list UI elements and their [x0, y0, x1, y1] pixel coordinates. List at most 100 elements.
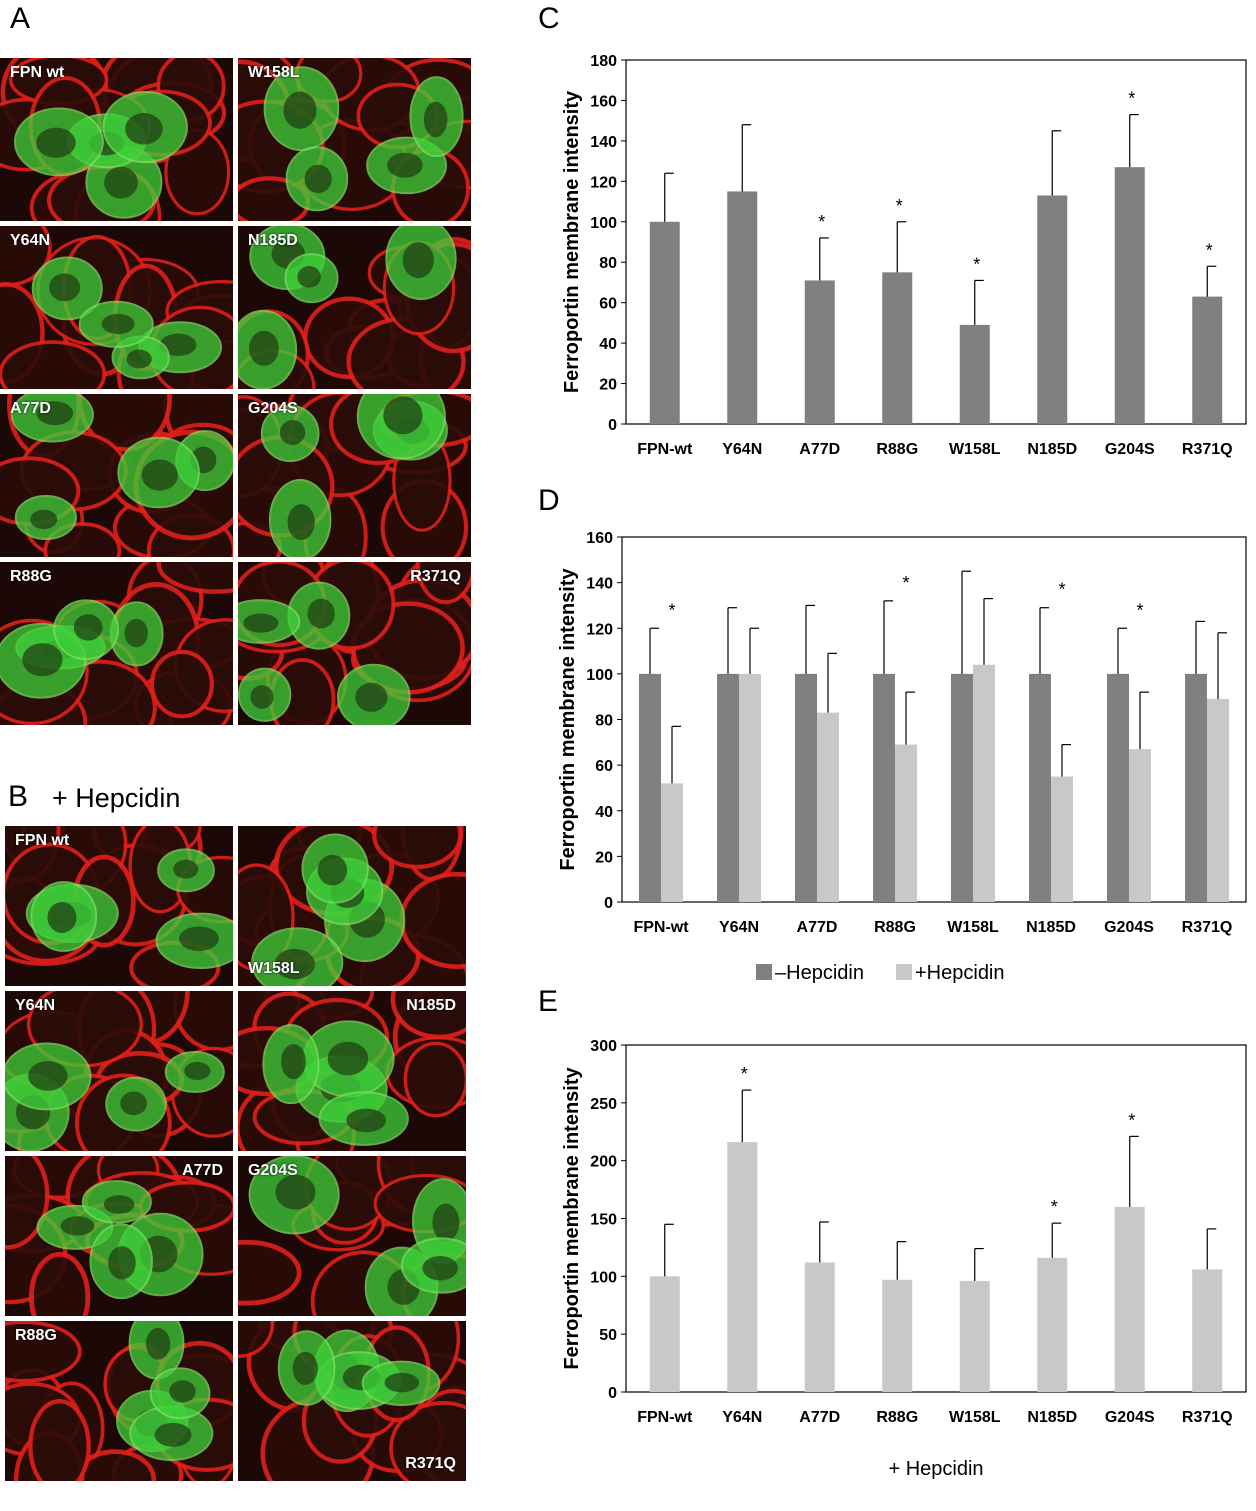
chart-d: 0 20 40 60 80 100 120 140 160 Ferroportin membran… — [530, 525, 1256, 995]
micrograph-image — [0, 562, 233, 725]
chart-svg: 0 20 40 60 80 100 120 140 160 Ferroportin membran… — [557, 530, 1247, 984]
y-tick-label: 120 — [586, 621, 613, 638]
x-tick-label: Y64N — [722, 1409, 762, 1426]
micrograph-image — [0, 226, 233, 389]
x-tick-label: A77D — [799, 441, 840, 458]
y-tick-label: 20 — [599, 377, 617, 394]
y-axis-label: Ferroportin membrane intensity — [561, 1066, 583, 1369]
micrograph-label: G204S — [248, 1162, 298, 1179]
significance-star: * — [973, 254, 980, 274]
bar-n185d-hepcidin — [1051, 776, 1073, 902]
y-tick-label: 100 — [590, 215, 617, 232]
bar-y64n-hepcidin — [739, 673, 761, 902]
y-tick-label: 80 — [595, 713, 613, 730]
micrograph-image — [238, 1156, 466, 1316]
significance-star: * — [668, 600, 675, 620]
plot-frame — [621, 536, 1247, 903]
micrograph-y64n: Y64N — [5, 991, 233, 1151]
bar-a77d-hepcidin — [817, 712, 839, 902]
y-tick-label: 140 — [586, 576, 613, 593]
x-tick-label: FPN-wt — [633, 919, 689, 936]
micrograph-r371q: R371Q — [238, 562, 471, 725]
micrograph-label: FPN wt — [15, 832, 70, 849]
micrograph-label: A77D — [10, 400, 51, 417]
micrograph-label: N185D — [248, 232, 298, 249]
micrograph-image — [238, 826, 466, 986]
x-axis-label: + Hepcidin — [888, 1458, 983, 1480]
micrograph-image — [5, 826, 233, 986]
bar-a77d — [804, 280, 835, 424]
y-tick-label: 200 — [590, 1154, 617, 1171]
bar-a77d — [804, 1262, 835, 1392]
micrograph-image — [238, 394, 471, 557]
y-axis-label: Ferroportin membrane intensity — [557, 567, 579, 870]
micrograph-a77d: A77D — [0, 394, 233, 557]
panel-letter-a: A — [10, 2, 31, 35]
y-tick-label: 0 — [608, 417, 617, 434]
x-tick-label: FPN-wt — [637, 441, 693, 458]
x-tick-label: Y64N — [722, 441, 762, 458]
x-tick-label: R88G — [876, 441, 918, 458]
micrograph-image — [238, 226, 471, 389]
panel-letter-d: D — [538, 484, 560, 517]
chart-e: 0 50 100 150 200 250 300 Ferroportin membrane i… — [530, 1030, 1256, 1500]
y-tick-label: 150 — [590, 1212, 617, 1229]
bar-fpn-wt — [649, 1276, 680, 1392]
micrograph-image — [238, 991, 466, 1151]
micrograph-n185d: N185D — [238, 226, 471, 389]
micrograph-label: W158L — [248, 64, 300, 81]
micrograph-label: R88G — [10, 568, 52, 585]
micrograph-label: FPN wt — [10, 64, 65, 81]
plot-frame — [625, 1044, 1247, 1393]
x-tick-label: N185D — [1026, 919, 1076, 936]
significance-star: * — [1051, 1197, 1058, 1217]
micrograph-label: R371Q — [410, 568, 461, 585]
micrograph-w158l: W158L — [238, 58, 471, 221]
x-tick-label: N185D — [1027, 441, 1077, 458]
micrograph-label: N185D — [406, 997, 456, 1014]
micrograph-image — [0, 58, 233, 221]
micrograph-r371q: R371Q — [238, 1321, 466, 1481]
y-tick-label: 40 — [599, 336, 617, 353]
bar-r88g — [882, 272, 913, 424]
x-tick-label: G204S — [1105, 1409, 1155, 1426]
bar-w158l-hepcidin — [973, 664, 995, 902]
chart-svg: 0 20 40 60 80 100 120 140 160 180 Ferroportin memb… — [561, 53, 1247, 458]
significance-star: * — [1128, 1110, 1135, 1130]
bar-g204s — [1114, 1206, 1145, 1392]
microscopy-grid-a: FPN wt W158L Y64N N185D A77D G204S R88G R371Q — [0, 58, 472, 726]
micrograph-a77d: A77D — [5, 1156, 233, 1316]
bar-g204s-hepcidin — [1129, 749, 1151, 902]
micrograph-n185d: N185D — [238, 991, 466, 1151]
significance-star: * — [902, 573, 909, 593]
micrograph-label: G204S — [248, 400, 298, 417]
significance-star: * — [1206, 240, 1213, 260]
bar-r88g-hepcidin — [873, 673, 895, 902]
micrograph-g204s: G204S — [238, 1156, 466, 1316]
y-tick-label: 100 — [586, 667, 613, 684]
x-tick-label: W158L — [947, 919, 999, 936]
y-tick-label: 40 — [595, 804, 613, 821]
micrograph-label: A77D — [182, 1162, 223, 1179]
significance-star: * — [896, 196, 903, 216]
x-tick-label: A77D — [797, 919, 838, 936]
panel-b-subtitle: + Hepcidin — [52, 783, 181, 813]
significance-star: * — [818, 212, 825, 232]
x-tick-label: G204S — [1105, 441, 1155, 458]
y-tick-label: 140 — [590, 134, 617, 151]
micrograph-label: W158L — [248, 960, 300, 977]
significance-star: * — [1058, 580, 1065, 600]
y-tick-label: 300 — [590, 1038, 617, 1055]
legend-swatch-hepcidin — [756, 964, 772, 980]
bar-w158l — [959, 1280, 990, 1392]
x-tick-label: R88G — [874, 919, 916, 936]
micrograph-image — [5, 1321, 233, 1481]
bar-w158l-hepcidin — [951, 673, 973, 902]
micrograph-image — [238, 1321, 466, 1481]
legend-label-hepcidin: +Hepcidin — [915, 962, 1005, 984]
micrograph-image — [238, 58, 471, 221]
y-tick-label: 60 — [595, 758, 613, 775]
bar-r371q — [1192, 296, 1223, 424]
x-tick-label: R88G — [876, 1409, 918, 1426]
x-tick-label: G204S — [1104, 919, 1154, 936]
